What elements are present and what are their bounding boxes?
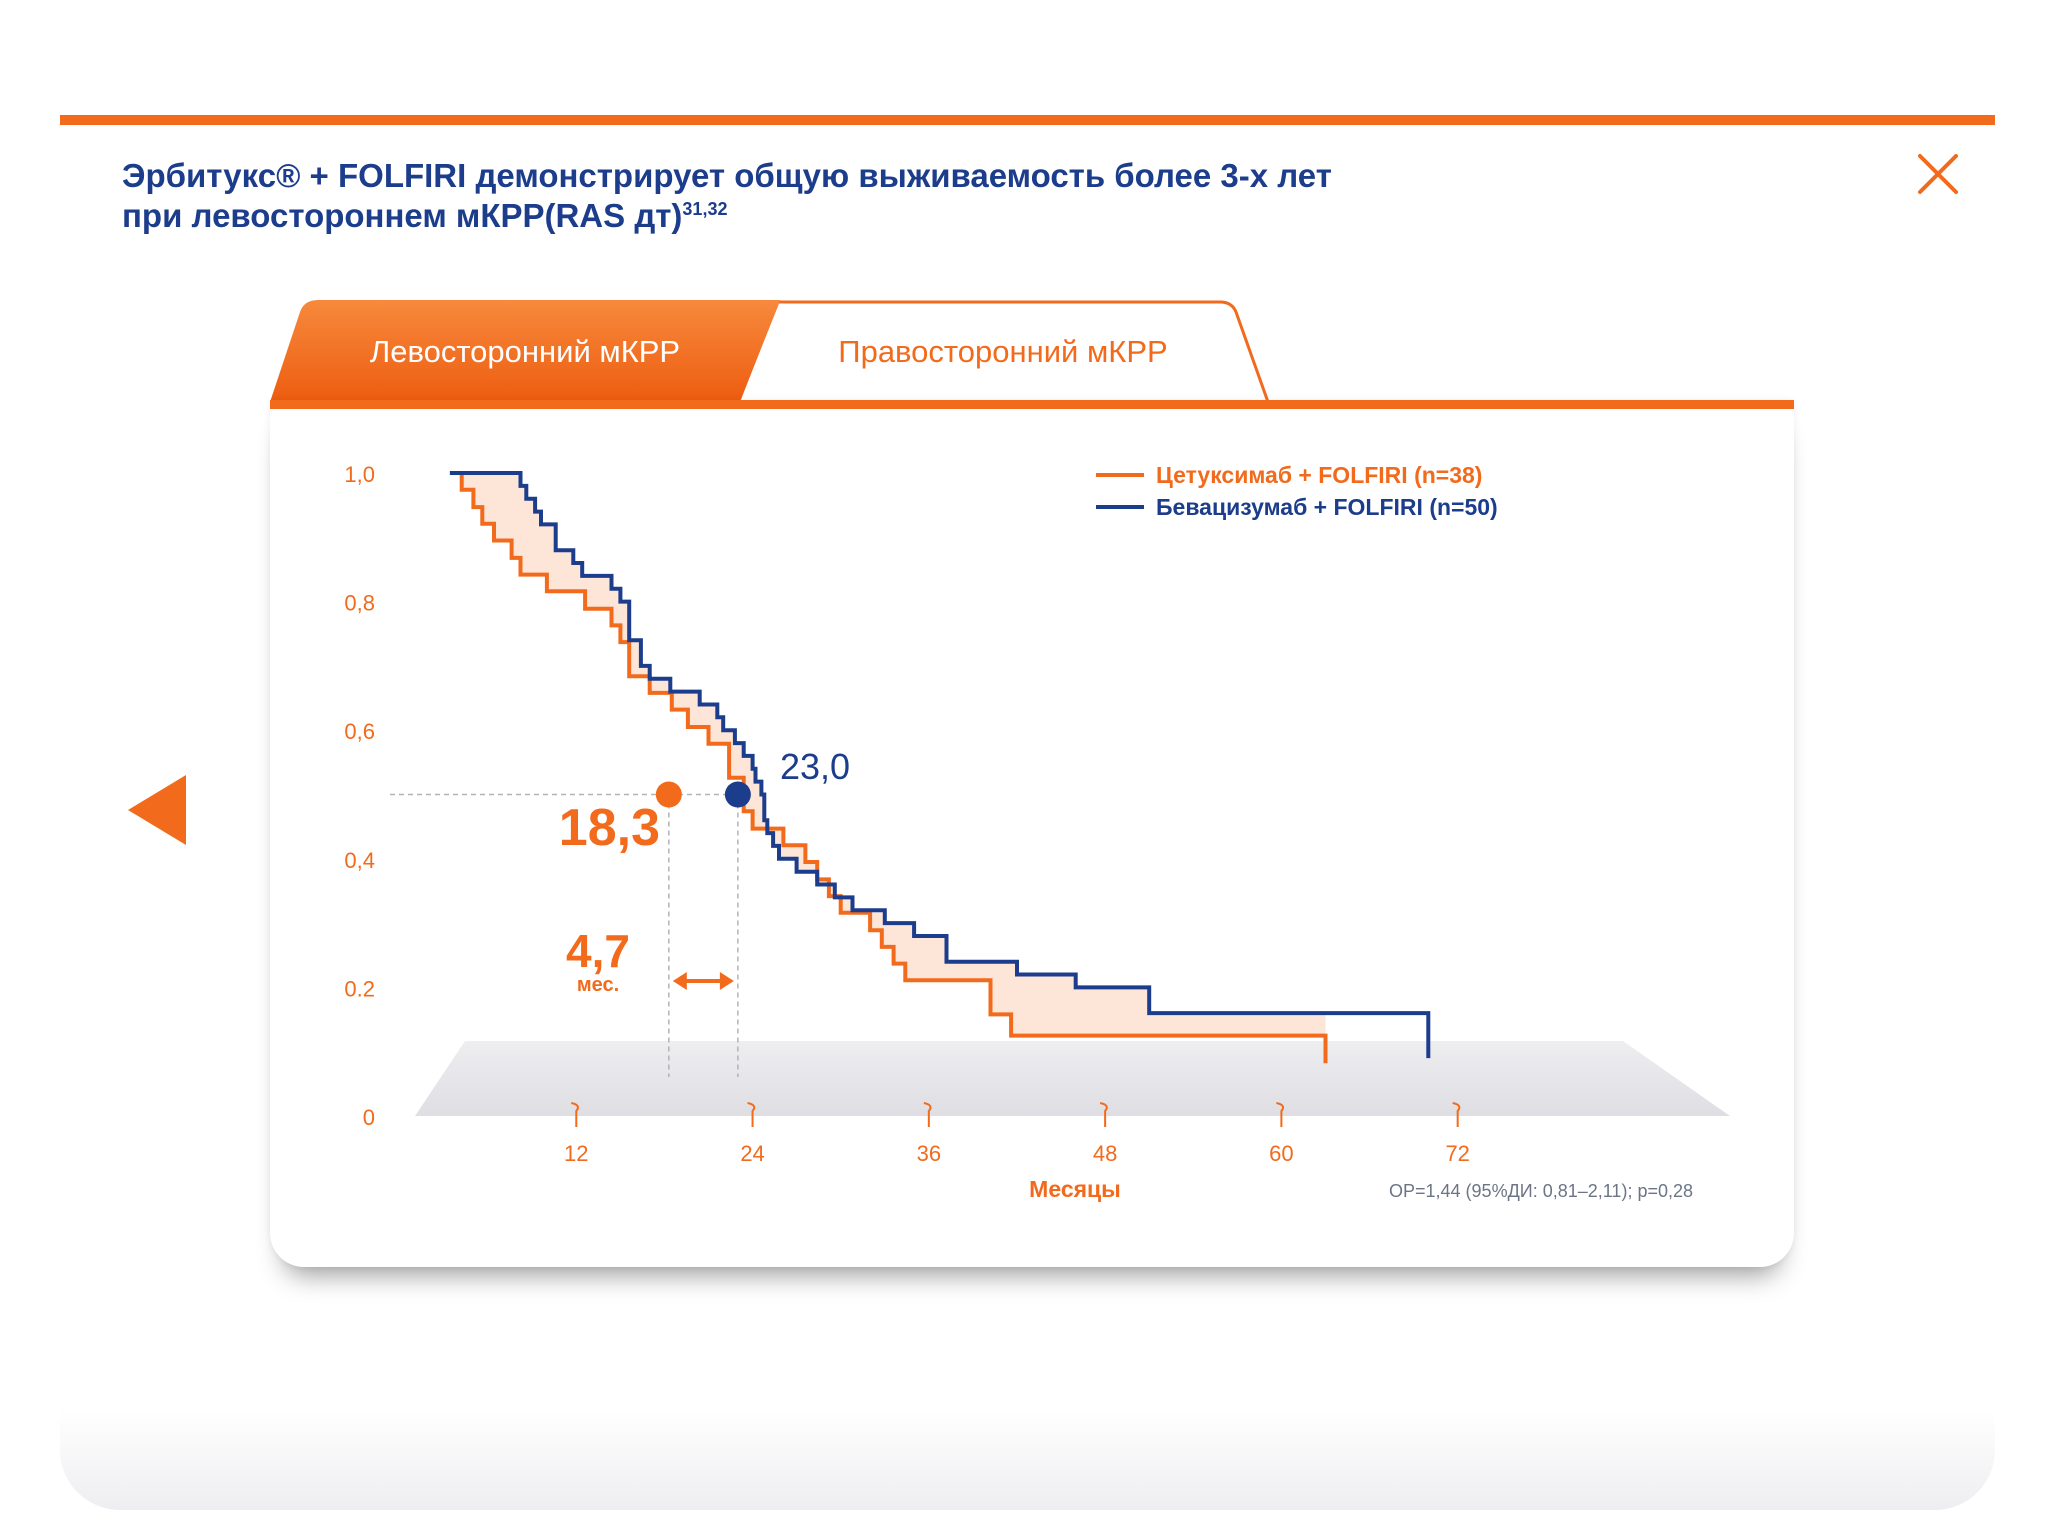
survival-chart: 1,0 0,8 0,6 0,4 0.2 0 12 24 36 48 60 72 Месяцы ОР=1,… <box>344 462 1730 1202</box>
tab-right-label: Правосторонний мКРР <box>838 334 1168 369</box>
x-tick-label: 72 <box>1445 1141 1469 1166</box>
top-accent-bar <box>60 115 1995 125</box>
x-tick-label: 12 <box>564 1141 588 1166</box>
x-tick-mark <box>923 1102 932 1127</box>
legend-label: Бевацизумаб + FOLFIRI (n=50) <box>1156 494 1498 520</box>
tab-left-shape <box>270 300 780 402</box>
y-tick-label: 0,8 <box>344 591 375 616</box>
close-button[interactable] <box>1914 150 1964 200</box>
y-tick-label: 0,4 <box>344 848 375 873</box>
triangle-left-icon <box>128 775 186 845</box>
median-marker-cetuximab <box>655 781 682 808</box>
y-tick-label: 0.2 <box>344 976 375 1001</box>
bottom-panel <box>60 1410 1995 1510</box>
stats-note: ОР=1,44 (95%ДИ: 0,81–2,11); p=0,28 <box>1389 1181 1693 1201</box>
chart-card: 1,0 0,8 0,6 0,4 0.2 0 12 24 36 48 60 72 Месяцы ОР=1,… <box>270 400 1794 1267</box>
difference-arrow-right-head <box>719 972 734 990</box>
difference-value: 4,7 <box>566 925 630 977</box>
title-line-1: Эрбитукс® + FOLFIRI демонстрирует общую … <box>122 157 1332 194</box>
median-label-bevacizumab: 23,0 <box>780 746 850 787</box>
previous-button[interactable] <box>128 775 188 845</box>
survival-line-bevacizumab <box>449 471 1431 1059</box>
y-tick-label: 0 <box>363 1105 375 1130</box>
x-tick-label: 60 <box>1269 1141 1293 1166</box>
x-tick-mark <box>1099 1102 1108 1127</box>
page-title: Эрбитукс® + FOLFIRI демонстрирует общую … <box>122 156 1522 236</box>
difference-arrow-left-head <box>672 972 687 990</box>
legend-label: Цетуксимаб + FOLFIRI (n=38) <box>1156 462 1482 488</box>
tab-right-shape <box>736 300 1270 402</box>
x-tick-label: 48 <box>1093 1141 1117 1166</box>
y-tick-label: 1,0 <box>344 462 375 487</box>
chart-floor <box>415 1041 1730 1116</box>
tab-left-label: Левосторонний мКРР <box>369 334 681 369</box>
tab-left-sided[interactable]: Левосторонний мКРР <box>270 298 780 402</box>
x-axis-title: Месяцы <box>1029 1176 1121 1202</box>
difference-unit: мес. <box>577 974 619 996</box>
tab-right-sided[interactable]: Правосторонний мКРР <box>736 298 1270 402</box>
y-tick-label: 0,6 <box>344 719 375 744</box>
x-tick-mark <box>747 1102 756 1127</box>
survival-line-cetuximab <box>449 471 1328 1064</box>
x-tick-label: 24 <box>740 1141 764 1166</box>
x-tick-label: 36 <box>917 1141 941 1166</box>
median-marker-bevacizumab <box>724 781 751 808</box>
x-tick-mark <box>1276 1102 1285 1127</box>
title-references: 31,32 <box>682 199 728 219</box>
x-tick-mark <box>1452 1102 1461 1127</box>
median-label-cetuximab: 18,3 <box>559 799 660 857</box>
title-line-2: при левостороннем мКРР(RAS дт) <box>122 197 683 234</box>
x-tick-mark <box>571 1102 579 1127</box>
close-icon <box>1918 154 1958 194</box>
